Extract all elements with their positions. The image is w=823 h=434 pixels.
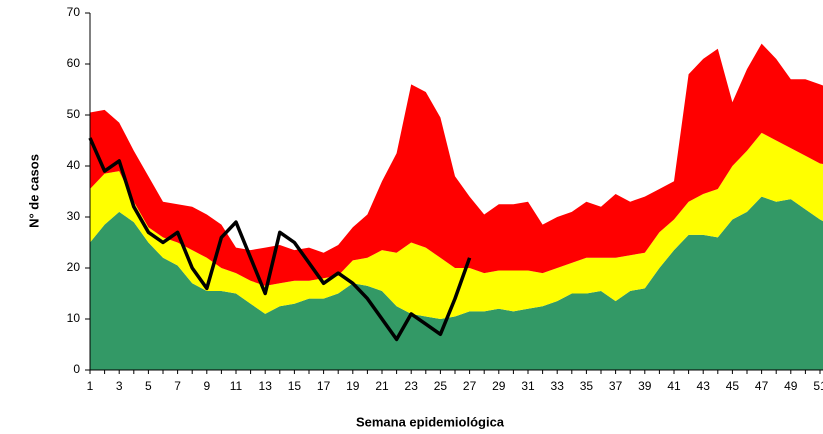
x-tick-label: 35 <box>580 379 594 393</box>
x-tick-label: 7 <box>174 379 181 393</box>
x-tick-label: 21 <box>375 379 389 393</box>
x-axis-title: Semana epidemiológica <box>356 414 505 429</box>
y-tick-label: 0 <box>73 362 80 376</box>
line <box>88 137 472 342</box>
x-tick-label: 29 <box>492 379 506 393</box>
y-tick-label: 60 <box>67 56 81 70</box>
x-tick-label: 49 <box>784 379 798 393</box>
x-tick-label: 19 <box>346 379 360 393</box>
x-tick-label: 33 <box>551 379 565 393</box>
x-tick-label: 27 <box>463 379 477 393</box>
x-tick-label: 3 <box>116 379 123 393</box>
y-tick-label: 10 <box>67 311 81 325</box>
x-tick-label: 9 <box>203 379 210 393</box>
x-tick-label: 31 <box>521 379 535 393</box>
area <box>90 196 823 370</box>
y-tick-label: 20 <box>67 260 81 274</box>
x-tick-label: 5 <box>145 379 152 393</box>
area <box>90 43 823 286</box>
x-tick-label: 13 <box>259 379 273 393</box>
x-tick-label: 1 <box>87 379 94 393</box>
area <box>90 132 823 319</box>
y-tick-label: 40 <box>67 158 81 172</box>
y-axis-title: N° de casos <box>26 154 41 228</box>
x-tick-label: 11 <box>230 379 243 393</box>
x-tick-label: 43 <box>697 379 711 393</box>
x-tick-label: 37 <box>609 379 623 393</box>
x-tick-label: 51 <box>813 379 823 393</box>
x-tick-label: 45 <box>726 379 740 393</box>
y-tick-label: 70 <box>67 5 81 19</box>
x-tick-label: 25 <box>434 379 448 393</box>
x-tick-label: 41 <box>667 379 681 393</box>
x-tick-label: 47 <box>755 379 769 393</box>
x-tick-label: 15 <box>288 379 302 393</box>
x-tick-label: 39 <box>638 379 652 393</box>
y-tick-label: 50 <box>67 107 81 121</box>
x-tick-label: 17 <box>317 379 331 393</box>
y-tick-label: 30 <box>67 209 81 223</box>
x-tick-label: 23 <box>405 379 419 393</box>
